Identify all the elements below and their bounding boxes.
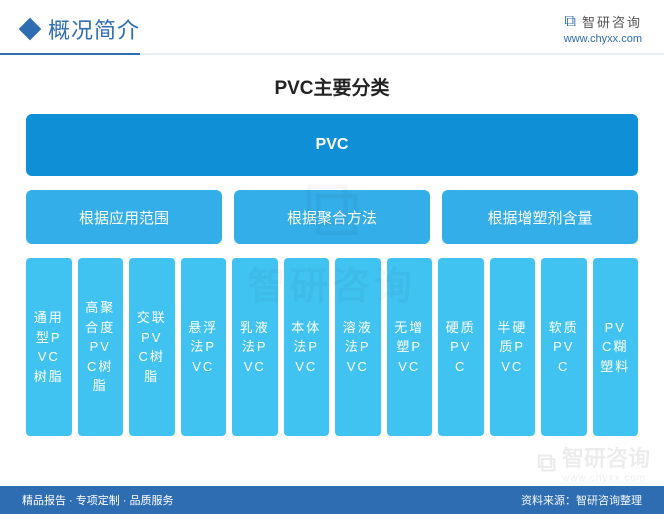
tree-leaf-node: 悬浮法PVC [181,258,227,436]
corner-watermark: ⧉ 智研咨询 www.chyxx.com [537,441,650,484]
tree-mid-row: 根据应用范围 根据聚合方法 根据增塑剂含量 [26,190,638,244]
tree-mid-node: 根据增塑剂含量 [442,190,638,244]
tree-leaf-row: 通用型PVC树脂 高聚合度PVC树脂 交联PVC树脂 悬浮法PVC 乳液法PVC… [26,258,638,436]
watermark-logo-icon: ⧉ [537,447,556,479]
brand-logo-icon: ⧉ [565,13,576,31]
tree-leaf-node: 本体法PVC [284,258,330,436]
diamond-icon [19,17,42,40]
header-left: 概况简介 [22,13,140,45]
diagram-area: PVC主要分类 PVC 根据应用范围 根据聚合方法 根据增塑剂含量 通用型PVC… [0,55,664,436]
header-brand: ⧉ 智研咨询 www.chyxx.com [564,12,642,45]
tree-leaf-node: 无增塑PVC [387,258,433,436]
tree-leaf-label: 悬浮法PVC [187,318,220,377]
tree-mid-label: 根据聚合方法 [287,207,377,228]
brand-name: 智研咨询 [582,12,642,31]
tree-leaf-node: 乳液法PVC [232,258,278,436]
brand-url: www.chyxx.com [564,33,642,45]
tree-leaf-node: 通用型PVC树脂 [26,258,72,436]
tree-root: PVC [26,114,638,176]
tree-leaf-label: 通用型PVC树脂 [33,308,66,386]
footer-source: 智研咨询整理 [576,495,642,507]
tree-leaf-node: 软质PVC [541,258,587,436]
tree-leaf-node: 高聚合度PVC树脂 [78,258,124,436]
tree-leaf-node: PVC糊塑料 [593,258,639,436]
tree-leaf-label: 软质PVC [548,318,581,377]
tree-leaf-label: 无增塑PVC [393,318,426,377]
tree-leaf-label: 半硬质PVC [496,318,529,377]
page-header: 概况简介 ⧉ 智研咨询 www.chyxx.com [0,0,664,53]
tree-leaf-label: 硬质PVC [445,318,478,377]
footer-left: 精品报告 · 专项定制 · 品质服务 [22,492,174,508]
tree-leaf-label: 乳液法PVC [239,318,272,377]
tree-mid-node: 根据应用范围 [26,190,222,244]
footer-right: 资料来源：智研咨询整理 [521,492,642,508]
tree-mid-label: 根据应用范围 [79,207,169,228]
tree-leaf-label: 溶液法PVC [342,318,375,377]
tree-mid-label: 根据增塑剂含量 [487,207,592,228]
diagram-subtitle: PVC主要分类 [26,73,638,100]
tree-leaf-node: 半硬质PVC [490,258,536,436]
tree-leaf-node: 交联PVC树脂 [129,258,175,436]
watermark-sub: www.chyxx.com [562,473,650,484]
watermark-text: 智研咨询 [562,446,650,471]
tree-leaf-label: PVC糊塑料 [599,318,632,377]
tree-leaf-node: 硬质PVC [438,258,484,436]
tree-root-label: PVC [316,136,349,154]
tree-leaf-label: 本体法PVC [290,318,323,377]
tree-leaf-label: 高聚合度PVC树脂 [84,298,117,396]
footer-source-prefix: 资料来源： [521,495,576,507]
page-footer: 精品报告 · 专项定制 · 品质服务 资料来源：智研咨询整理 [0,486,664,514]
page-title: 概况简介 [48,13,140,45]
tree-mid-node: 根据聚合方法 [234,190,430,244]
tree-leaf-node: 溶液法PVC [335,258,381,436]
tree-leaf-label: 交联PVC树脂 [136,308,169,386]
